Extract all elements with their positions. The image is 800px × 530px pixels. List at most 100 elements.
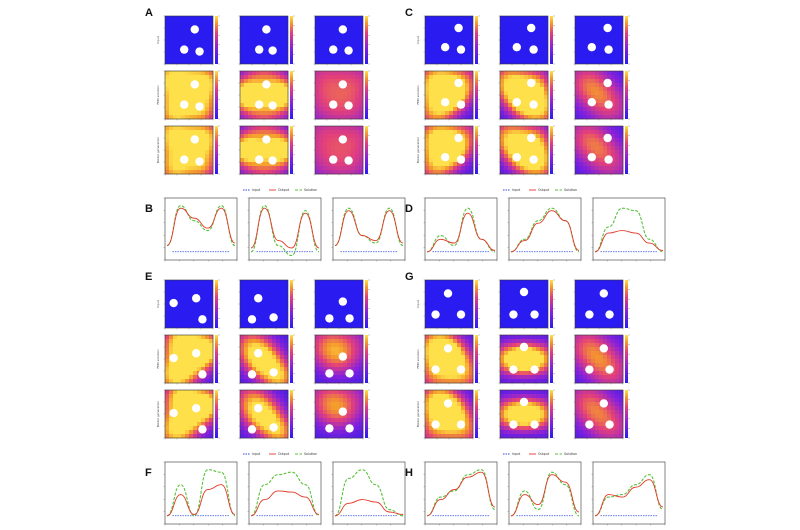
heatmap-cell bbox=[429, 79, 434, 84]
heatmap-cell bbox=[461, 79, 466, 84]
heatmap-cell bbox=[504, 170, 509, 175]
heatmap-cell bbox=[177, 146, 182, 151]
heatmap-cell bbox=[264, 150, 269, 155]
heatmap-cell bbox=[197, 111, 202, 116]
heatmap-cell bbox=[280, 390, 285, 395]
heatmap-cell bbox=[169, 138, 174, 143]
heatmap-cell bbox=[512, 363, 517, 368]
heatmap-cell bbox=[540, 71, 545, 76]
heatmap-cell bbox=[441, 410, 446, 415]
heatmap-cell bbox=[351, 394, 356, 399]
heatmap-cell bbox=[240, 339, 245, 344]
heatmap-cell bbox=[516, 339, 521, 344]
heatmap-cell bbox=[429, 398, 434, 403]
heatmap-cell bbox=[193, 371, 198, 376]
heatmap-cell bbox=[244, 410, 249, 415]
heatmap-cell bbox=[347, 138, 352, 143]
heatmap-cell bbox=[508, 430, 513, 435]
heatmap-cell bbox=[587, 115, 592, 120]
heatmap-cell bbox=[603, 170, 608, 175]
heatmap-cell bbox=[319, 87, 324, 92]
heatmap-cell bbox=[339, 87, 344, 92]
heatmap-cell bbox=[197, 83, 202, 88]
heatmap-cell bbox=[465, 134, 470, 139]
heatmap-cell bbox=[512, 138, 517, 143]
heatmap-cell bbox=[252, 115, 257, 120]
heatmap-cell bbox=[343, 394, 348, 399]
heatmap-cell bbox=[347, 150, 352, 155]
heatmap-cell bbox=[165, 138, 170, 143]
heatmap-cell bbox=[469, 418, 474, 423]
heatmap-cell bbox=[240, 347, 245, 352]
heatmap-cell bbox=[244, 83, 249, 88]
heatmap-cell bbox=[591, 418, 596, 423]
heatmap-cell bbox=[240, 375, 245, 380]
heatmap-cell bbox=[280, 146, 285, 151]
heatmap-cell bbox=[185, 371, 190, 376]
heatmap-cell bbox=[603, 71, 608, 76]
heatmap-cell bbox=[457, 398, 462, 403]
heatmap-cell bbox=[280, 83, 285, 88]
heatmap-cell bbox=[177, 111, 182, 116]
heatmap-cell bbox=[603, 150, 608, 155]
heatmap-cell bbox=[323, 363, 328, 368]
heatmap-cell bbox=[284, 146, 289, 151]
heatmap-cell bbox=[323, 351, 328, 356]
heatmap-cell bbox=[331, 111, 336, 116]
heatmap-cell bbox=[524, 434, 529, 439]
heatmap-cell bbox=[603, 154, 608, 159]
heatmap-cell bbox=[335, 367, 340, 372]
heatmap-cell bbox=[575, 402, 580, 407]
heatmap-cell bbox=[181, 410, 186, 415]
heatmap-cell bbox=[425, 130, 430, 135]
heatmap-cell bbox=[315, 379, 320, 384]
heatmap-cell bbox=[579, 158, 584, 163]
heatmap-cell bbox=[284, 351, 289, 356]
heatmap-cell bbox=[343, 75, 348, 80]
heatmap-cell bbox=[500, 414, 505, 419]
heatmap-cell bbox=[244, 406, 249, 411]
heatmap-cell bbox=[575, 371, 580, 376]
heatmap-1-1-0 bbox=[498, 15, 555, 66]
heatmap-cell bbox=[256, 115, 261, 120]
heatmap-cell bbox=[165, 154, 170, 159]
heatmap-cell bbox=[520, 158, 525, 163]
hole-marker bbox=[254, 404, 263, 413]
heatmap-cell bbox=[244, 79, 249, 84]
heatmap-cell bbox=[595, 406, 600, 411]
heatmap-cell bbox=[437, 375, 442, 380]
heatmap-cell bbox=[264, 166, 269, 171]
heatmap-cell bbox=[209, 154, 214, 159]
heatmap-cell bbox=[441, 347, 446, 352]
heatmap-cell bbox=[437, 75, 442, 80]
heatmap-cell bbox=[469, 75, 474, 80]
heatmap-cell bbox=[272, 87, 277, 92]
heatmap-cell bbox=[181, 355, 186, 360]
heatmap-cell bbox=[197, 75, 202, 80]
heatmap-cell bbox=[268, 398, 273, 403]
heatmap-cell bbox=[615, 158, 620, 163]
heatmap-cell bbox=[603, 335, 608, 340]
heatmap-cell bbox=[532, 414, 537, 419]
heatmap-cell bbox=[319, 95, 324, 100]
heatmap-cell bbox=[587, 79, 592, 84]
heatmap-cell bbox=[185, 79, 190, 84]
heatmap-cell bbox=[347, 343, 352, 348]
heatmap-cell bbox=[591, 142, 596, 147]
heatmap-cell bbox=[347, 71, 352, 76]
heatmap-cell bbox=[189, 414, 194, 419]
heatmap-cell bbox=[339, 335, 344, 340]
heatmap-cell bbox=[284, 83, 289, 88]
heatmap-cell bbox=[339, 162, 344, 167]
hole-marker bbox=[192, 404, 201, 413]
heatmap-cell bbox=[327, 414, 332, 419]
heatmap-cell bbox=[209, 430, 214, 435]
heatmap-cell bbox=[425, 103, 430, 108]
heatmap-cell bbox=[536, 339, 541, 344]
heatmap-cell bbox=[256, 170, 261, 175]
heatmap-cell bbox=[441, 91, 446, 96]
heatmap-cell bbox=[583, 115, 588, 120]
heatmap-cell bbox=[457, 351, 462, 356]
heatmap-cell bbox=[520, 71, 525, 76]
heatmap-cell bbox=[453, 371, 458, 376]
